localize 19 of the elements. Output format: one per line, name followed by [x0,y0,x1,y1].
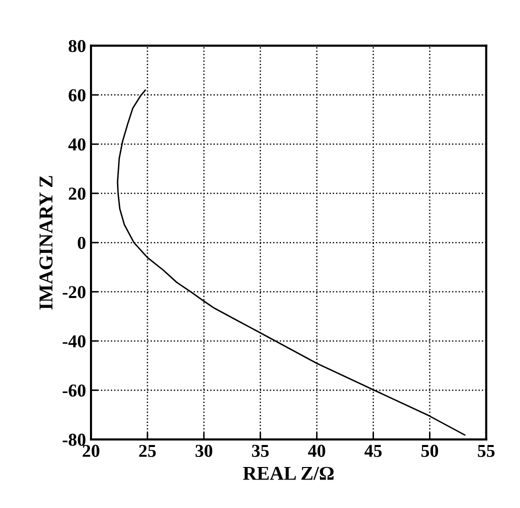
y-tick-label: -60 [62,384,86,397]
y-tick-label: 20 [68,188,86,200]
y-tick-label: -40 [62,335,86,348]
x-tick-label: 35 [252,444,269,457]
x-tick-label: 50 [421,444,438,457]
x-tick-label: 30 [196,444,212,457]
y-tick-label: 80 [68,40,86,52]
y-tick-label: 40 [68,138,86,151]
x-tick-label: 40 [308,444,326,457]
y-tick-label: -20 [62,286,86,298]
x-axis-title: REAL Z/Ω [243,466,334,480]
x-tick-label: 20 [82,444,100,457]
x-tick-label: 25 [139,444,156,457]
x-tick-label: 55 [478,444,495,457]
y-axis-title: IMAGINARY Z [40,176,53,310]
y-tick-label: 0 [78,236,86,250]
y-tick-label: 60 [68,89,86,102]
x-tick-label: 45 [364,444,382,457]
y-tick-label: -80 [62,434,86,446]
